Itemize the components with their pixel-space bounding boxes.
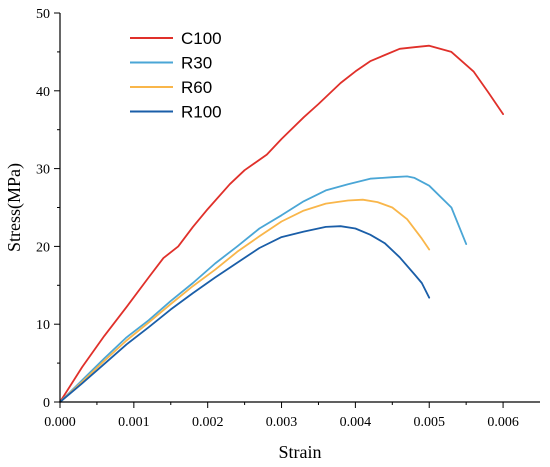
y-tick-label: 50: [36, 7, 50, 22]
x-tick-label: 0.003: [266, 415, 298, 430]
legend-label-c100: C100: [181, 29, 222, 48]
y-tick-label: 20: [36, 240, 50, 255]
series-line-r30: [59, 175, 468, 403]
legend-label-r60: R60: [181, 78, 212, 97]
series-lines: [59, 44, 505, 403]
y-ticks: 0 10 20 30 40 50: [36, 7, 60, 411]
legend-label-r30: R30: [181, 54, 212, 73]
x-ticks: 0.000 0.001 0.002 0.003 0.004 0.005 0.006: [44, 402, 519, 430]
x-tick-label: 0.005: [413, 415, 445, 430]
x-tick-label: 0.006: [487, 415, 519, 430]
x-tick-label: 0.004: [340, 415, 372, 430]
series-line-r60: [59, 198, 431, 403]
series-line-r100: [59, 225, 431, 403]
series-line-c100: [59, 44, 505, 403]
axes: [59, 13, 540, 403]
y-tick-label: 40: [36, 85, 50, 100]
y-axis-title: Stress(MPa): [4, 163, 25, 252]
legend: C100 R30 R60 R100: [130, 29, 222, 122]
y-tick-label: 0: [43, 396, 50, 411]
x-axis-title: Strain: [279, 442, 322, 462]
x-tick-label: 0.001: [118, 415, 150, 430]
y-tick-label: 30: [36, 163, 50, 178]
x-tick-label: 0.002: [192, 415, 224, 430]
x-tick-label: 0.000: [44, 415, 76, 430]
y-tick-label: 10: [36, 318, 50, 333]
legend-label-r100: R100: [181, 103, 222, 122]
